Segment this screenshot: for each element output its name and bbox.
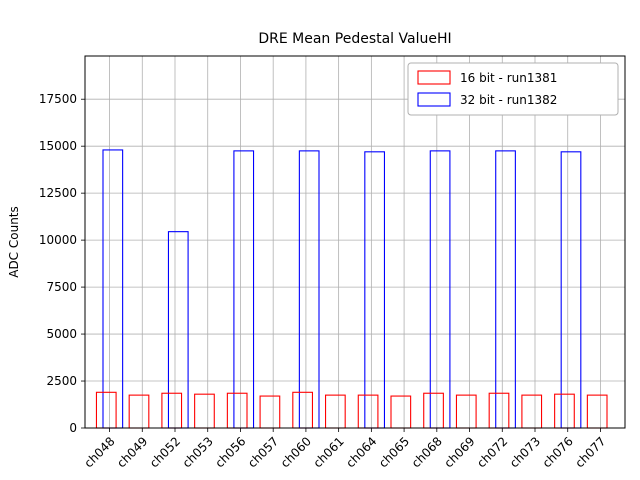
bar-16bit-ch048 [95, 391, 117, 429]
legend-label-16bit: 16 bit - run1381 [460, 71, 557, 85]
x-tick-label: ch049 [114, 434, 150, 470]
x-tick-label: ch077 [572, 434, 608, 470]
y-tick-label: 10000 [39, 233, 77, 247]
y-tick-label: 12500 [39, 186, 77, 200]
bar-16bit-ch060 [292, 391, 314, 429]
y-tick-label: 2500 [46, 374, 77, 388]
bars-layer [95, 149, 608, 429]
x-tick-label: ch057 [245, 434, 281, 470]
x-tick-label: ch065 [376, 434, 412, 470]
x-tick-label: ch052 [147, 434, 183, 470]
x-tick-label: ch061 [311, 434, 347, 470]
axes-frame [84, 55, 626, 429]
x-tick-label: ch064 [343, 434, 379, 470]
x-tick-label: ch068 [409, 434, 445, 470]
y-tick-label: 7500 [46, 280, 77, 294]
x-tick-label: ch076 [540, 434, 576, 470]
y-axis-label: ADC Counts [7, 206, 21, 278]
legend-swatch-16bit [417, 70, 451, 85]
bar-16bit-ch061 [324, 394, 346, 429]
y-tick-label: 5000 [46, 327, 77, 341]
grid-layer [85, 56, 625, 429]
legend-box [407, 62, 619, 116]
bar-16bit-ch073 [521, 394, 543, 429]
x-tick-label: ch072 [474, 434, 510, 470]
bar-16bit-ch052 [161, 392, 183, 429]
bar-16bit-ch069 [455, 394, 477, 429]
y-tick-label: 17500 [39, 92, 77, 106]
y-tick-label: 15000 [39, 139, 77, 153]
bar-32bit-ch068 [429, 150, 451, 429]
legend: 16 bit - run1381 32 bit - run1382 [407, 62, 619, 116]
bar-32bit-ch052 [167, 231, 189, 429]
bar-16bit-ch057 [259, 395, 281, 429]
bar-16bit-ch053 [194, 393, 215, 429]
x-tick-label: ch060 [278, 434, 314, 470]
bar-32bit-ch060 [298, 150, 320, 429]
bar-32bit-ch056 [233, 150, 255, 429]
x-tick-label: ch073 [507, 434, 543, 470]
bar-16bit-ch077 [586, 394, 608, 429]
ticks-layer: 025005000750010000125001500017500ch048ch… [39, 92, 609, 470]
bar-16bit-ch056 [226, 392, 248, 429]
bar-16bit-ch072 [488, 392, 510, 429]
bar-32bit-ch048 [102, 149, 124, 429]
legend-label-32bit: 32 bit - run1382 [460, 93, 557, 107]
bar-16bit-ch065 [390, 395, 412, 429]
chart-title: DRE Mean Pedestal ValueHI [258, 31, 451, 47]
bar-16bit-ch064 [357, 394, 379, 429]
bar-16bit-ch049 [128, 394, 150, 429]
bar-16bit-ch068 [423, 392, 444, 429]
x-tick-label: ch069 [442, 434, 478, 470]
x-tick-label: ch048 [82, 434, 118, 470]
legend-swatch-32bit [417, 92, 451, 107]
x-tick-label: ch053 [180, 434, 216, 470]
bar-16bit-ch076 [554, 393, 575, 429]
y-tick-label: 0 [69, 421, 77, 435]
x-tick-label: ch056 [212, 434, 248, 470]
bar-32bit-ch072 [495, 150, 516, 429]
